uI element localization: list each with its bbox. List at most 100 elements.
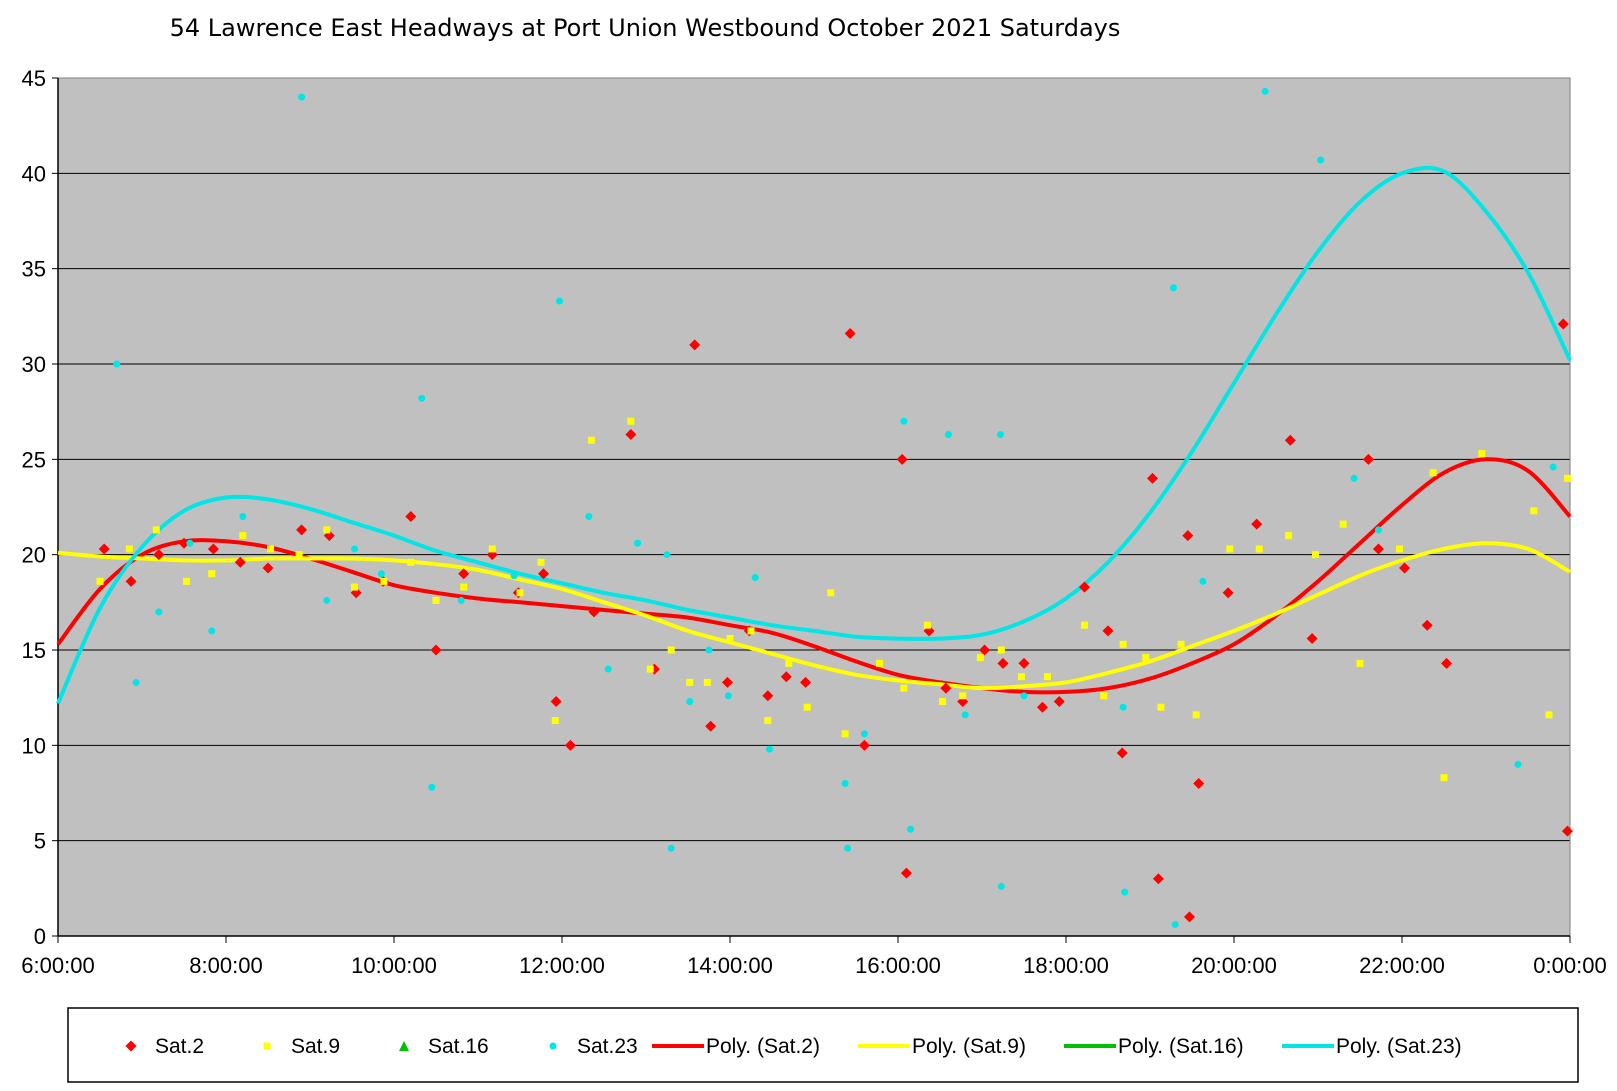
point-sat-9 xyxy=(1440,774,1448,782)
x-tick-label: 10:00:00 xyxy=(351,953,437,978)
point-sat-2 xyxy=(296,524,308,536)
point-sat-23 xyxy=(765,745,773,753)
point-sat-2 xyxy=(1183,911,1195,923)
point-sat-9 xyxy=(686,678,694,686)
legend-label-poly-sat-2: Poly. (Sat.2) xyxy=(706,1035,820,1058)
point-sat-9 xyxy=(295,551,303,559)
point-sat-9 xyxy=(976,654,984,662)
x-tick-label: 0:00:00 xyxy=(1533,953,1606,978)
point-sat-23 xyxy=(1199,577,1207,585)
point-sat-2 xyxy=(1182,530,1194,542)
point-sat-2 xyxy=(178,537,190,549)
point-sat-9 xyxy=(432,596,440,604)
point-sat-9 xyxy=(1255,545,1263,553)
point-sat-23 xyxy=(208,627,216,635)
point-sat-23 xyxy=(1514,760,1522,768)
point-sat-23 xyxy=(705,646,713,654)
point-sat-2 xyxy=(844,327,856,339)
point-sat-23 xyxy=(1350,474,1358,482)
x-tick-label: 12:00:00 xyxy=(519,953,605,978)
point-sat-2 xyxy=(1557,318,1569,330)
point-sat-2 xyxy=(1036,701,1048,713)
legend-key-sat-23 xyxy=(549,1042,557,1050)
point-sat-2 xyxy=(1018,657,1030,669)
legend-label-sat-2: Sat.2 xyxy=(155,1035,204,1058)
point-sat-23 xyxy=(351,545,359,553)
point-sat-23 xyxy=(724,692,732,700)
point-sat-9 xyxy=(1395,545,1403,553)
point-sat-23 xyxy=(298,93,306,101)
trendline-poly-sat-9 xyxy=(57,541,1571,691)
point-sat-9 xyxy=(1226,545,1234,553)
point-sat-23 xyxy=(1020,692,1028,700)
point-sat-2 xyxy=(1078,581,1090,593)
point-sat-9 xyxy=(900,684,908,692)
point-sat-9 xyxy=(323,526,331,534)
point-sat-2 xyxy=(588,606,600,618)
point-sat-9 xyxy=(703,678,711,686)
point-sat-9 xyxy=(152,526,160,534)
point-sat-2 xyxy=(125,575,137,587)
point-sat-9 xyxy=(764,717,772,725)
legend-label-sat-23: Sat.23 xyxy=(577,1035,638,1058)
point-sat-23 xyxy=(900,417,908,425)
point-sat-2 xyxy=(1222,587,1234,599)
point-sat-9 xyxy=(747,627,755,635)
y-tick-label: 40 xyxy=(22,161,46,186)
point-sat-23 xyxy=(555,297,563,305)
point-sat-9 xyxy=(537,558,545,566)
legend-label-poly-sat-16: Poly. (Sat.16) xyxy=(1118,1035,1244,1058)
point-sat-9 xyxy=(239,532,247,540)
plot-area xyxy=(58,78,1570,936)
point-sat-23 xyxy=(686,697,694,705)
x-tick-label: 8:00:00 xyxy=(189,953,262,978)
point-sat-2 xyxy=(940,682,952,694)
axes: 0 5 10 15 20 25 30 35 40 45 6:00:00 8:00:00 10:00:00… xyxy=(21,66,1606,978)
point-sat-9 xyxy=(516,589,524,597)
point-sat-9 xyxy=(351,583,359,591)
point-sat-23 xyxy=(844,844,852,852)
point-sat-23 xyxy=(377,570,385,578)
x-tick-label: 18:00:00 xyxy=(1023,953,1109,978)
point-sat-9 xyxy=(460,583,468,591)
point-sat-23 xyxy=(1170,284,1178,292)
x-tick-label: 14:00:00 xyxy=(687,953,773,978)
point-sat-2 xyxy=(900,867,912,879)
point-sat-23 xyxy=(239,513,247,521)
point-sat-2 xyxy=(979,644,991,656)
point-sat-2 xyxy=(458,568,470,580)
point-sat-2 xyxy=(625,429,637,441)
x-tick-label: 22:00:00 xyxy=(1359,953,1445,978)
point-sat-2 xyxy=(98,543,110,555)
point-sat-2 xyxy=(1399,562,1411,574)
point-sat-23 xyxy=(1171,921,1179,929)
point-sat-23 xyxy=(751,574,759,582)
point-sat-9 xyxy=(1478,450,1486,458)
point-sat-9 xyxy=(1080,621,1088,629)
point-sat-23 xyxy=(841,779,849,787)
point-sat-2 xyxy=(234,556,246,568)
point-sat-23 xyxy=(186,539,194,547)
point-sat-9 xyxy=(1100,692,1108,700)
point-sat-9 xyxy=(667,646,675,654)
point-sat-2 xyxy=(1053,695,1065,707)
point-sat-9 xyxy=(1339,520,1347,528)
point-sat-2 xyxy=(780,671,792,683)
point-sat-2 xyxy=(689,339,701,351)
point-sat-23 xyxy=(155,608,163,616)
point-sat-23 xyxy=(961,711,969,719)
chart-title: 54 Lawrence East Headways at Port Union … xyxy=(169,14,1121,42)
legend-key-sat-9 xyxy=(263,1042,271,1050)
point-sat-2 xyxy=(1116,747,1128,759)
point-sat-23 xyxy=(418,394,426,402)
y-tick-label: 25 xyxy=(22,447,46,472)
point-sat-9 xyxy=(1429,469,1437,477)
point-sat-23 xyxy=(1317,156,1325,164)
trendlines xyxy=(56,165,1572,705)
y-tick-label: 0 xyxy=(34,924,46,949)
point-sat-23 xyxy=(585,513,593,521)
point-sat-2 xyxy=(538,568,550,580)
point-sat-2 xyxy=(1251,518,1263,530)
point-sat-23 xyxy=(944,431,952,439)
point-sat-23 xyxy=(907,825,915,833)
